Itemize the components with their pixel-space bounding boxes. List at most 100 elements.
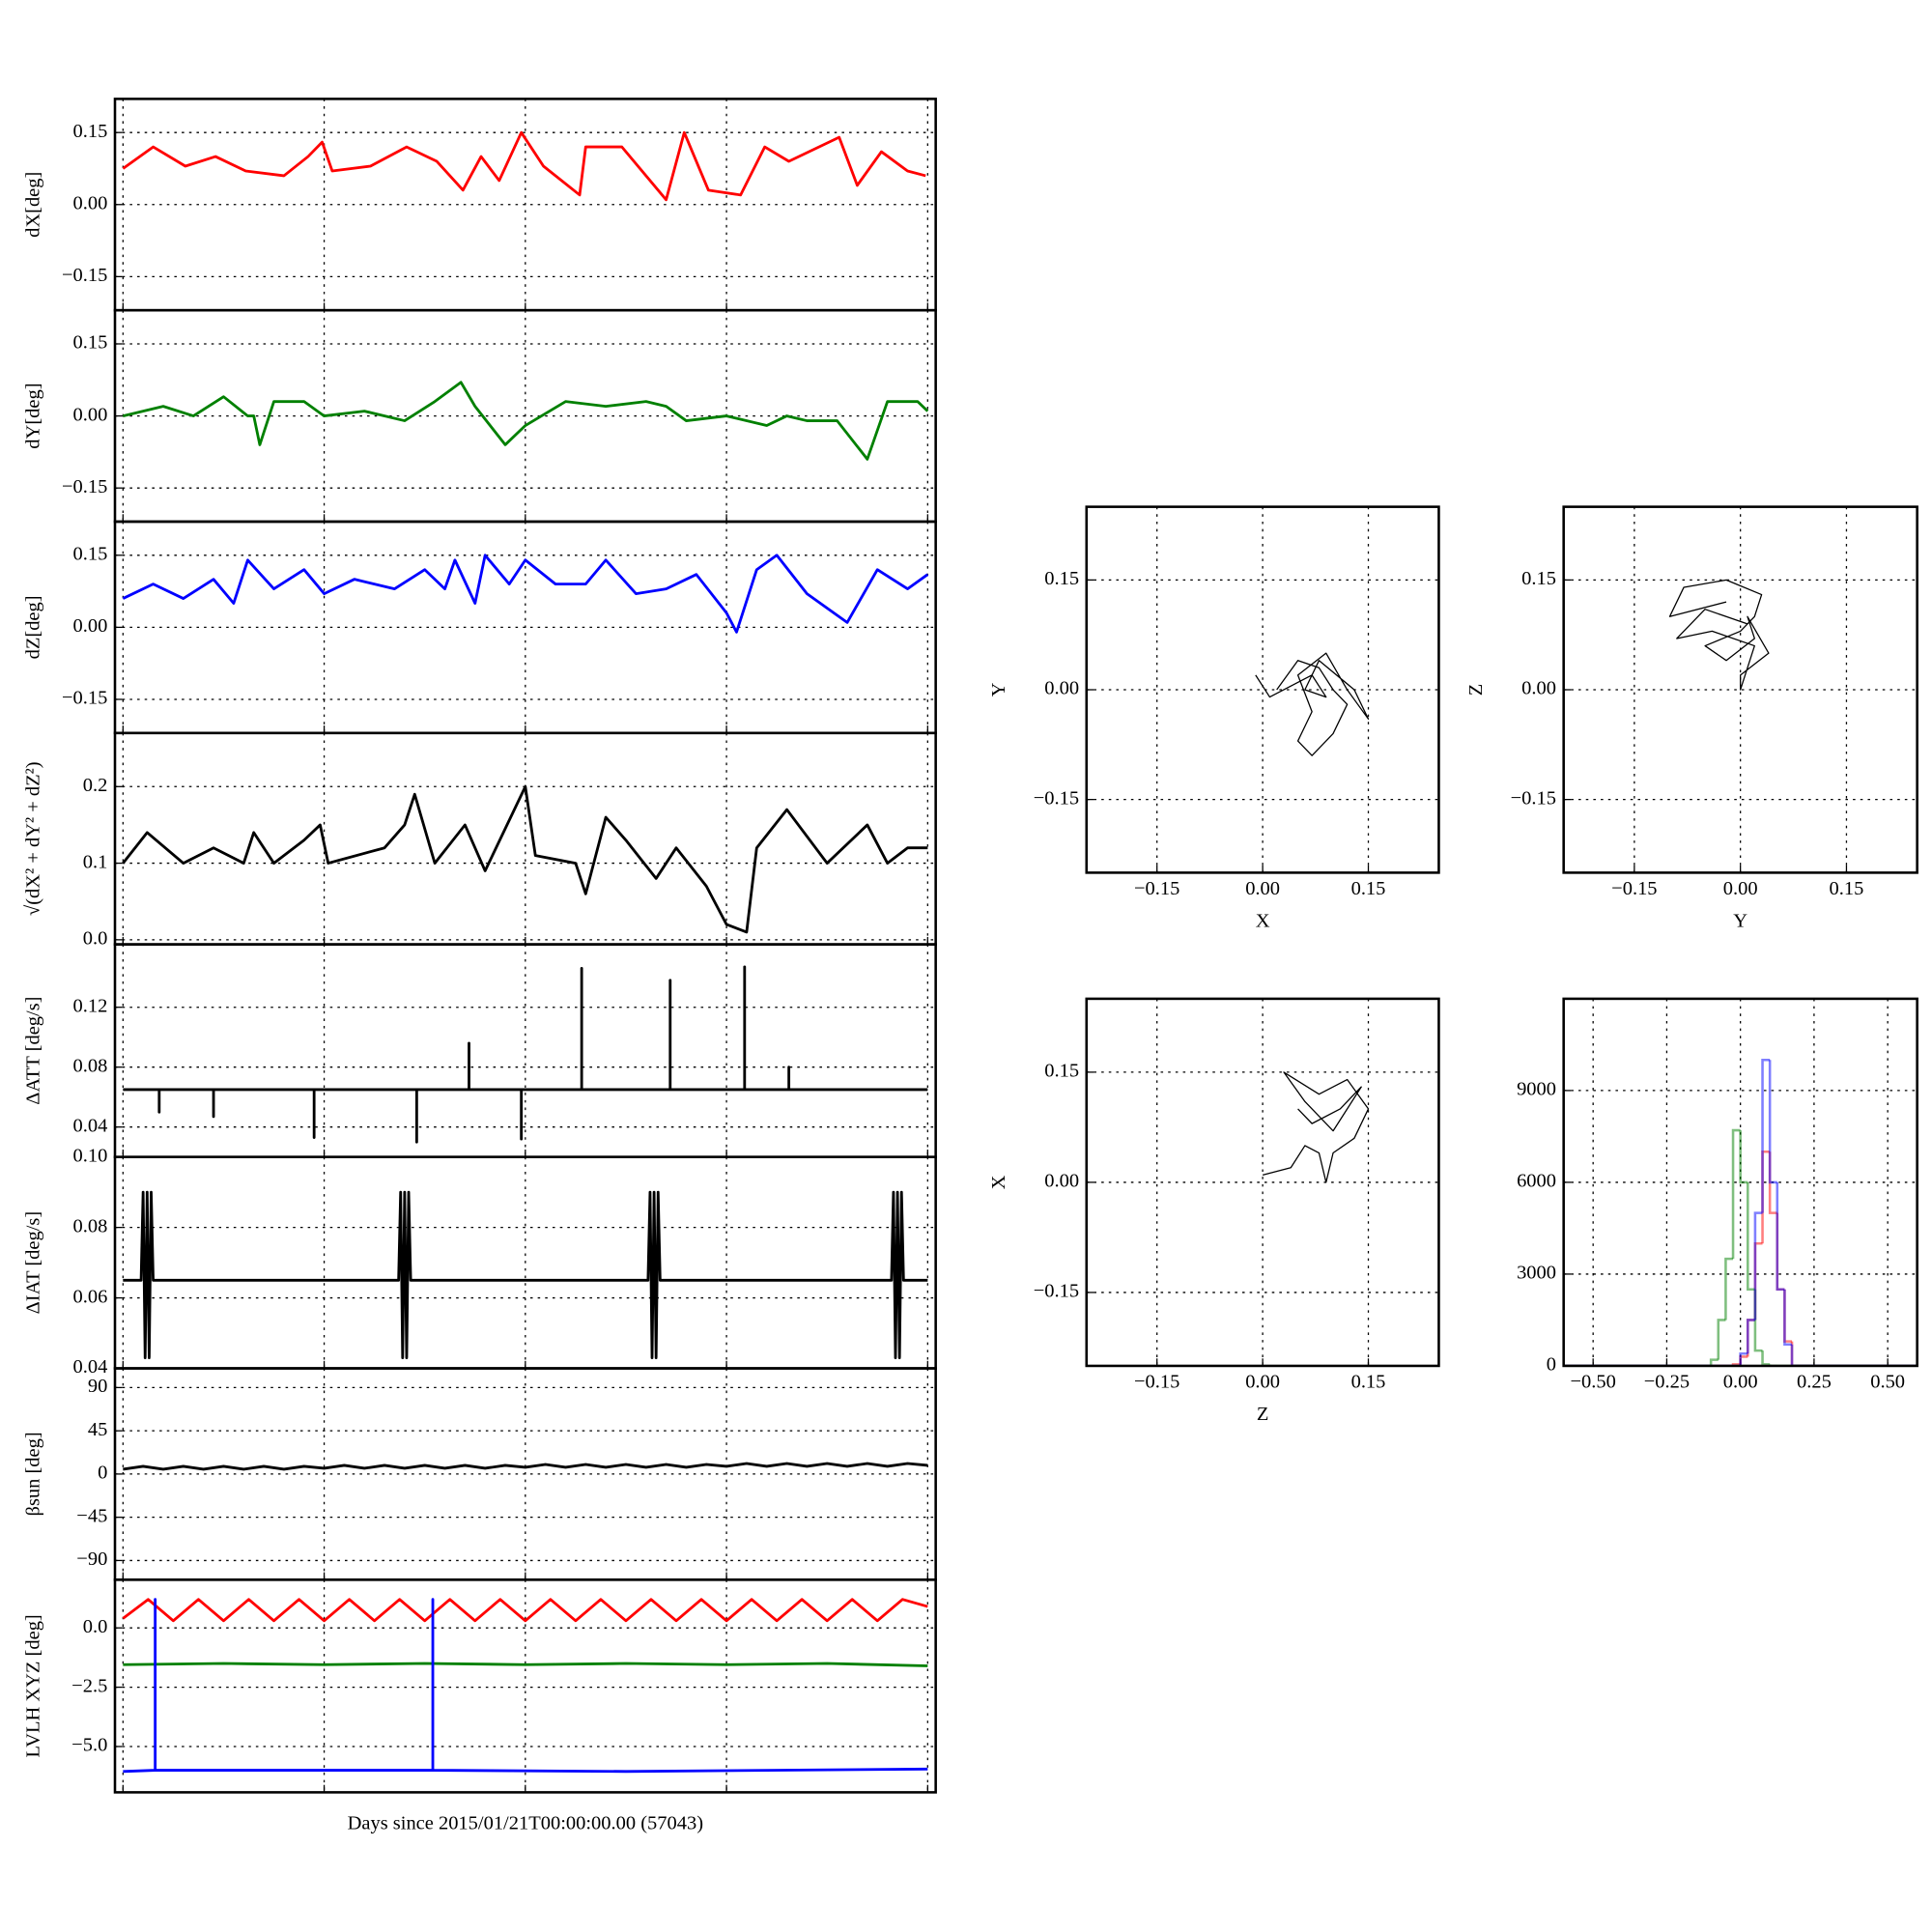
x-tick-label: 0.25	[1797, 1372, 1832, 1393]
histogram-step	[1761, 1350, 1771, 1366]
panel: −0.15 0.00 0.15 −0.15 0.00 0.15 Z Y	[1465, 505, 1918, 931]
histogram-step	[1790, 1344, 1800, 1366]
series-line	[1255, 652, 1370, 756]
x-axis-label: Days since 2015/01/21T00:00:00.00 (57043…	[348, 1812, 703, 1833]
y-tick-label: 0.08	[72, 1055, 107, 1076]
y-tick-label: −0.15	[1034, 787, 1079, 809]
y-tick-label: −0.15	[62, 265, 107, 286]
plot-area	[1262, 1071, 1370, 1183]
panel: 0.04 0.08 0.12 ΔATT [deg/s]	[23, 943, 937, 1158]
series-line	[123, 965, 928, 1144]
y-axis-label: dX[deg]	[23, 172, 44, 238]
y-tick-label: 0.06	[72, 1286, 107, 1307]
y-axis-label: LVLH XYZ [deg]	[23, 1614, 44, 1757]
y-tick-label: 0.00	[72, 615, 107, 637]
y-tick-label: −45	[76, 1505, 107, 1526]
histogram-step	[1709, 1358, 1719, 1366]
x-tick-label: 0.15	[1351, 878, 1386, 899]
y-tick-label: −5.0	[71, 1735, 107, 1756]
y-tick-label: −2.5	[71, 1675, 107, 1696]
series-line	[123, 381, 929, 461]
series-line	[123, 1662, 928, 1667]
y-axis-label: dY[deg]	[23, 383, 44, 448]
x-tick-label: −0.50	[1570, 1372, 1615, 1393]
x-tick-label: 0.50	[1870, 1372, 1905, 1393]
panel: −0.15 0.00 0.15 dZ[deg]	[23, 520, 937, 735]
y-tick-label: 0.04	[72, 1356, 107, 1378]
x-tick-label: 0.15	[1351, 1372, 1386, 1393]
y-axis-label: X	[988, 1175, 1009, 1189]
series-line	[122, 784, 928, 934]
y-axis-label: βsun [deg]	[23, 1432, 44, 1516]
panel: −0.15 0.00 0.15 dX[deg]	[23, 98, 937, 312]
series-line	[123, 1190, 928, 1359]
y-tick-label: 0.2	[83, 775, 108, 796]
y-tick-label: −90	[76, 1548, 107, 1570]
y-tick-label: 6000	[1517, 1171, 1556, 1192]
histogram-step	[1783, 1289, 1793, 1347]
panel: −90 −45 0 45 90 βsun [deg]	[23, 1367, 937, 1581]
y-tick-label: 0.15	[1044, 568, 1079, 589]
histogram-step	[1739, 1130, 1748, 1184]
y-tick-label: 0.1	[83, 851, 108, 872]
histogram-step	[1776, 1181, 1785, 1292]
plot-area	[122, 784, 928, 934]
x-tick-label: 0.15	[1830, 878, 1864, 899]
y-tick-label: −0.15	[1511, 787, 1556, 809]
y-tick-label: −0.15	[1034, 1281, 1079, 1302]
series-line	[122, 130, 926, 202]
series-line	[1668, 579, 1770, 691]
y-tick-label: −0.15	[62, 476, 107, 497]
y-tick-label: 0.12	[72, 995, 107, 1016]
y-tick-label: 0.00	[1044, 1171, 1079, 1192]
y-axis-label: Y	[988, 682, 1009, 696]
x-tick-label: 0.00	[1245, 878, 1280, 899]
y-tick-label: 90	[88, 1376, 107, 1397]
series-line	[123, 1462, 928, 1471]
x-axis-label: Z	[1257, 1404, 1269, 1425]
plot-area	[1255, 652, 1370, 756]
x-axis-label: Y	[1733, 910, 1747, 931]
y-tick-label: −0.15	[62, 688, 107, 709]
panel: −0.15 0.00 0.15 −0.15 0.00 0.15 X Z	[988, 997, 1440, 1425]
y-tick-label: 0.0	[83, 1616, 108, 1637]
y-axis-label: ΔIAT [deg/s]	[23, 1211, 44, 1315]
histogram-step	[1717, 1319, 1726, 1360]
histogram-step	[1761, 1058, 1771, 1213]
plot-area	[123, 1190, 928, 1359]
histogram-step	[1731, 1128, 1741, 1260]
panel: −5.0 −2.5 0.0 LVLH XYZ [deg] Days since 2015…	[23, 1578, 937, 1833]
plot-area	[122, 130, 926, 202]
x-tick-label: −0.15	[1134, 1372, 1179, 1393]
x-tick-label: −0.15	[1134, 878, 1179, 899]
y-axis-label: Z	[1465, 684, 1487, 696]
y-axis-label: dZ[deg]	[23, 595, 44, 659]
axes-frame	[1085, 505, 1440, 874]
axes-frame	[1562, 505, 1918, 874]
plot-area	[1668, 579, 1770, 691]
axes-frame	[1085, 997, 1440, 1368]
y-tick-label: 0.15	[1521, 568, 1556, 589]
y-tick-label: 0.15	[1044, 1061, 1079, 1082]
y-tick-label: 3000	[1517, 1263, 1556, 1284]
panel: −0.50 −0.25 0.00 0.25 0.50 0 3000 6000 9000	[1517, 997, 1918, 1393]
x-axis-label: X	[1256, 910, 1270, 931]
plot-area	[122, 554, 929, 634]
histogram-step	[1724, 1257, 1734, 1321]
plot-area	[123, 381, 929, 461]
y-tick-label: 0.15	[72, 332, 107, 354]
panel: −0.15 0.00 0.15 dY[deg]	[23, 308, 937, 524]
y-tick-label: 0.00	[72, 404, 107, 425]
series-line	[1262, 1071, 1370, 1183]
y-tick-label: 45	[88, 1419, 107, 1440]
y-tick-label: 0	[1547, 1354, 1556, 1376]
y-tick-label: 0.10	[72, 1145, 107, 1166]
x-tick-label: −0.15	[1611, 878, 1657, 899]
y-tick-label: 0.15	[72, 121, 107, 142]
plot-area	[122, 1598, 928, 1774]
y-tick-label: 0.00	[1044, 678, 1079, 699]
y-tick-label: 0.04	[72, 1115, 107, 1136]
histogram-step	[1747, 1319, 1755, 1354]
